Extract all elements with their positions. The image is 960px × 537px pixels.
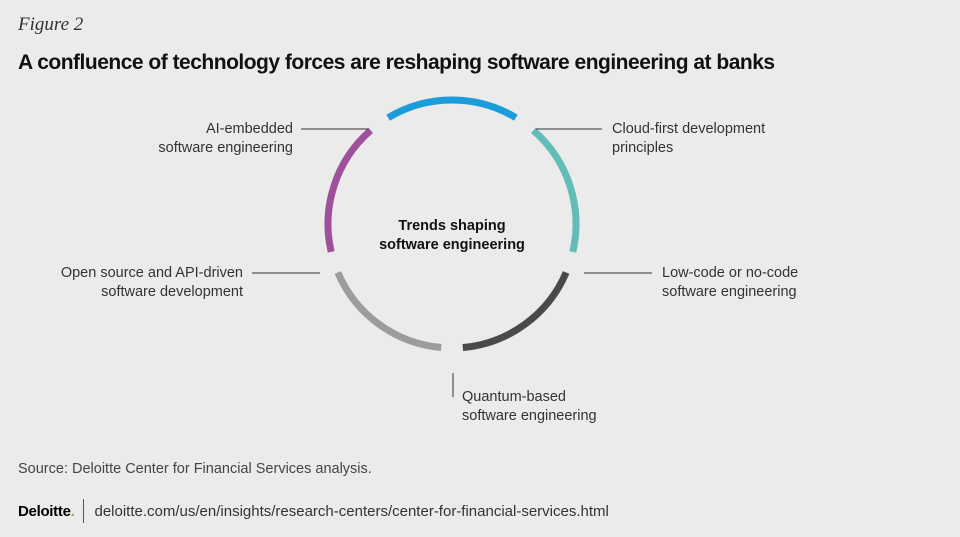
label-open-source: Open source and API-driven software deve… [61, 264, 243, 302]
source-note: Source: Deloitte Center for Financial Se… [18, 461, 372, 477]
label-opensource-line1: Open source and API-driven [60, 265, 243, 281]
label-ai-line2: software engineering [158, 140, 293, 156]
label-ai-embedded: AI-embedded software engineering [158, 120, 293, 158]
label-ai-line1: AI-embedded [205, 121, 293, 137]
arc-ai-embedded [386, 96, 518, 121]
arc-open-source [324, 127, 373, 253]
page-title: A confluence of technology forces are re… [18, 51, 775, 74]
label-low-code: Low-code or no-code software engineering [662, 264, 798, 302]
label-cloud-first: Cloud-first development principles [612, 120, 765, 158]
logo-dot: . [70, 502, 75, 520]
center-label: Trends shaping software engineering [352, 217, 552, 255]
label-quantum-line2: software engineering [462, 408, 597, 424]
deloitte-logo: Deloitte. [18, 502, 75, 520]
footer: Deloitte. deloitte.com/us/en/insights/re… [18, 498, 609, 524]
label-quantum-line1: Quantum-based [462, 389, 566, 405]
footer-url: deloitte.com/us/en/insights/research-cen… [94, 502, 609, 520]
label-opensource-line2: software development [101, 284, 243, 300]
center-label-line1: Trends shaping [398, 218, 506, 234]
label-quantum: Quantum-based software engineering [462, 388, 597, 426]
label-cloud-line2: principles [612, 140, 674, 156]
label-lowcode-line1: Low-code or no-code [662, 265, 799, 281]
arc-quantum [334, 271, 442, 352]
arc-low-code [462, 271, 570, 352]
label-cloud-line1: Cloud-first development [612, 121, 766, 137]
figure-label: Figure 2 [18, 14, 84, 35]
center-label-line2: software engineering [379, 237, 525, 253]
footer-divider [83, 499, 85, 523]
logo-text: Deloitte [18, 502, 71, 520]
arc-cloud-first [531, 127, 580, 253]
label-lowcode-line2: software engineering [662, 284, 797, 300]
